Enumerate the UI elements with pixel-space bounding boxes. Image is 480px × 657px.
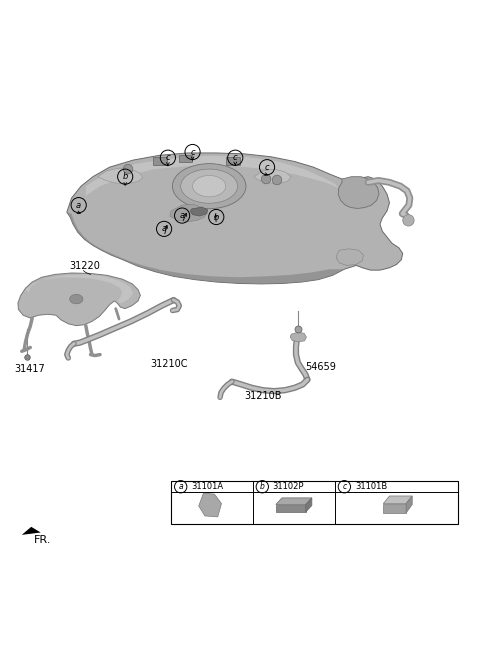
Polygon shape <box>199 493 221 517</box>
Text: a: a <box>76 200 81 210</box>
Text: a: a <box>180 211 185 220</box>
Circle shape <box>403 215 414 226</box>
Polygon shape <box>290 332 306 342</box>
Polygon shape <box>67 153 403 284</box>
Ellipse shape <box>70 294 83 304</box>
Polygon shape <box>336 249 363 265</box>
Text: 31210C: 31210C <box>150 359 187 369</box>
Text: b: b <box>122 172 128 181</box>
Polygon shape <box>276 498 312 505</box>
Polygon shape <box>306 498 312 512</box>
Circle shape <box>123 164 133 174</box>
Polygon shape <box>338 177 379 208</box>
FancyBboxPatch shape <box>153 157 168 166</box>
Polygon shape <box>170 204 207 222</box>
Polygon shape <box>22 527 41 535</box>
Text: c: c <box>265 163 269 171</box>
Polygon shape <box>190 207 208 216</box>
Text: b: b <box>214 212 219 221</box>
Polygon shape <box>384 496 412 503</box>
Circle shape <box>272 175 282 185</box>
Polygon shape <box>18 273 140 326</box>
Polygon shape <box>254 169 291 184</box>
Text: 31417: 31417 <box>14 364 46 374</box>
FancyBboxPatch shape <box>226 156 240 165</box>
Text: 31101B: 31101B <box>355 482 387 491</box>
Polygon shape <box>97 168 143 184</box>
Ellipse shape <box>172 164 246 209</box>
FancyBboxPatch shape <box>179 155 192 162</box>
Text: 31101A: 31101A <box>191 482 223 491</box>
Text: c: c <box>233 153 238 162</box>
Text: 31102P: 31102P <box>273 482 304 491</box>
Polygon shape <box>406 496 412 513</box>
Text: c: c <box>342 482 347 491</box>
Polygon shape <box>67 212 344 284</box>
Text: a: a <box>179 482 183 491</box>
Text: FR.: FR. <box>34 535 51 545</box>
Text: a: a <box>162 225 167 233</box>
Text: 31210B: 31210B <box>245 391 282 401</box>
Ellipse shape <box>192 175 226 197</box>
Text: 31220: 31220 <box>69 261 100 271</box>
Text: c: c <box>190 148 195 156</box>
Polygon shape <box>276 505 306 512</box>
Polygon shape <box>384 503 406 513</box>
Circle shape <box>261 174 271 184</box>
Text: b: b <box>260 482 265 491</box>
Polygon shape <box>25 275 133 304</box>
Ellipse shape <box>180 169 238 203</box>
FancyBboxPatch shape <box>171 482 458 524</box>
Text: c: c <box>166 153 170 162</box>
Polygon shape <box>86 156 340 196</box>
Text: 54659: 54659 <box>305 363 336 373</box>
